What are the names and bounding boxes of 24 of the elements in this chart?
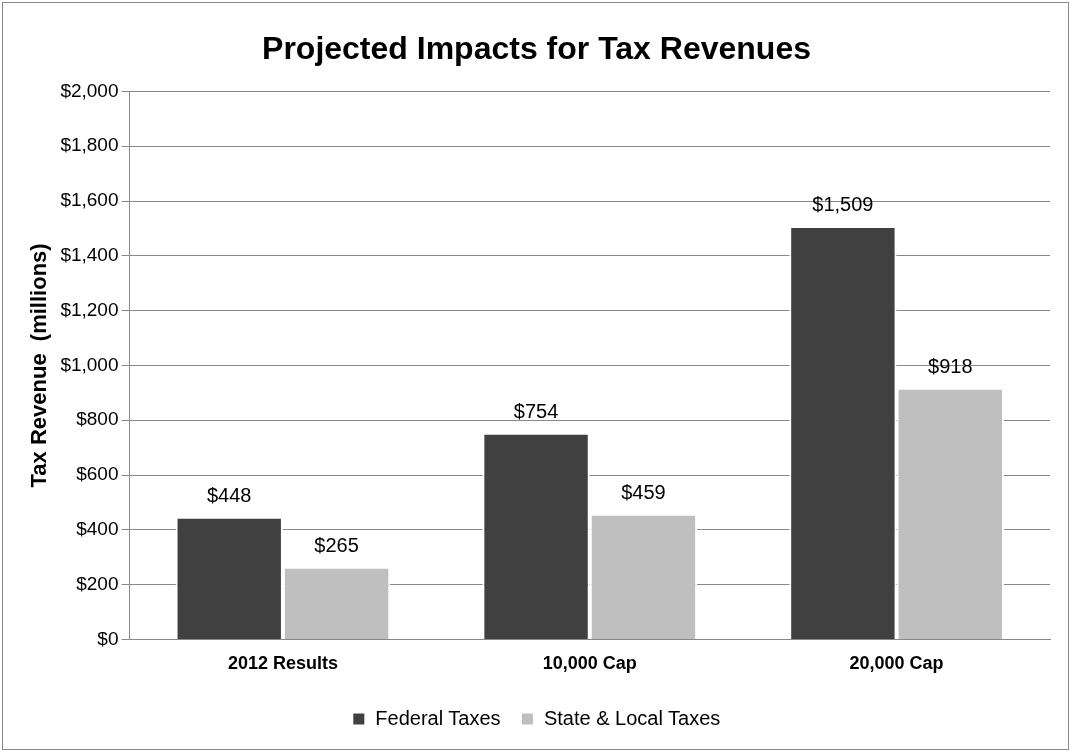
y-tick-label: $1,800 bbox=[60, 134, 119, 156]
y-tick-label: $800 bbox=[76, 408, 119, 430]
chart-title: Projected Impacts for Tax Revenues bbox=[262, 30, 811, 67]
data-label: $448 bbox=[206, 484, 252, 507]
data-label: $459 bbox=[621, 481, 666, 504]
y-axis-title: Tax Revenue (millions) bbox=[26, 243, 52, 488]
y-tick-label: $2,000 bbox=[60, 79, 119, 101]
x-tick-label: 10,000 Cap bbox=[542, 653, 637, 674]
y-tick-label: $0 bbox=[97, 627, 119, 649]
x-tick-label: 2012 Results bbox=[227, 653, 338, 674]
legend-label: State & Local Taxes bbox=[543, 706, 721, 729]
data-label: $265 bbox=[314, 534, 359, 557]
y-tick-label: $1,400 bbox=[60, 244, 119, 266]
data-label: $918 bbox=[928, 355, 973, 378]
data-label: $1,509 bbox=[812, 193, 874, 216]
y-tick-label: $1,600 bbox=[60, 189, 119, 211]
x-tick-label: 20,000 Cap bbox=[849, 653, 944, 674]
y-tick-label: $600 bbox=[76, 463, 119, 485]
y-tick-label: $200 bbox=[76, 572, 119, 594]
legend-label: Federal Taxes bbox=[375, 706, 501, 729]
y-tick-label: $1,200 bbox=[60, 298, 119, 320]
y-tick-label: $400 bbox=[76, 518, 119, 540]
y-tick-label: $1,000 bbox=[60, 353, 119, 375]
data-label: $754 bbox=[513, 400, 559, 423]
